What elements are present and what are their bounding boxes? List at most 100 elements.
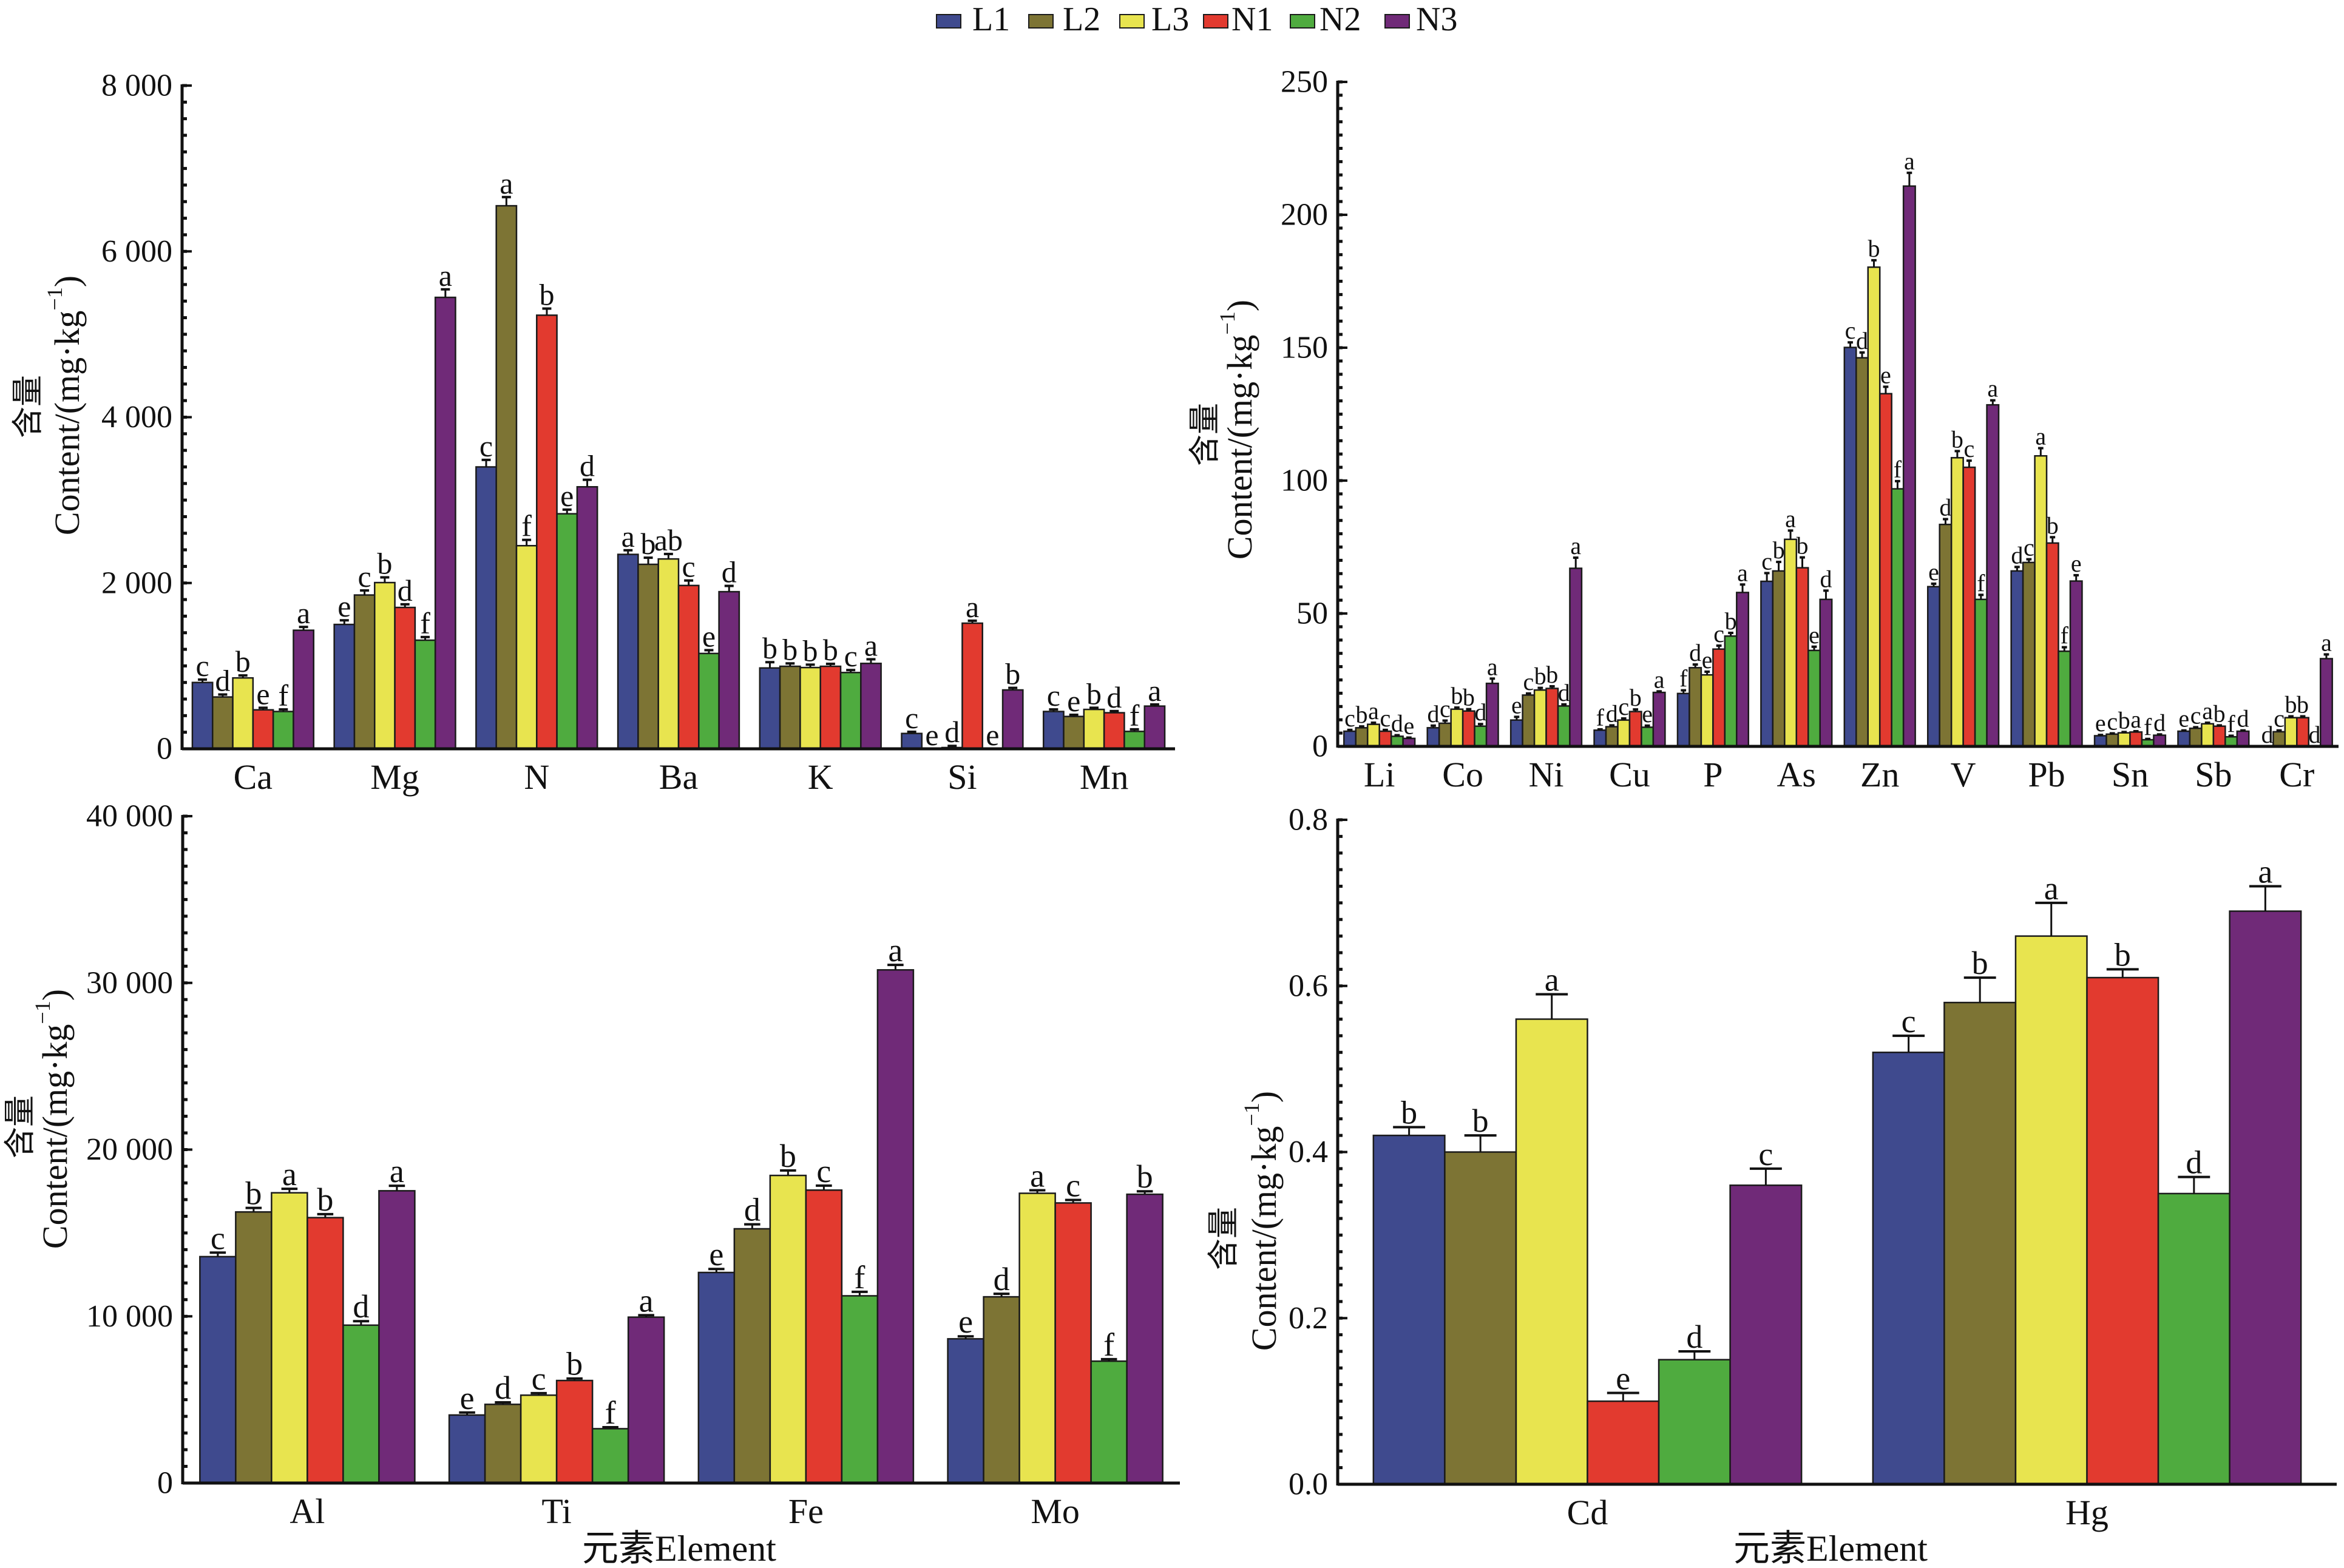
bar-Mg-L2 [353, 594, 376, 750]
y-tick-label: 0 [157, 732, 172, 766]
error-bar-N-N2 [562, 508, 572, 514]
significance-label-Ni-L2: c [1523, 668, 1534, 695]
error-bar-Cd-N1 [1607, 1391, 1639, 1402]
significance-label-Mo-L2: d [994, 1261, 1010, 1297]
error-bar-Zn-N3 [1906, 171, 1912, 186]
error-bar-P-N2 [1728, 631, 1733, 637]
bar-Cr-L3 [2284, 717, 2298, 748]
x-tick-label-Ba: Ba [659, 757, 698, 797]
legend-item-L1: L1 [936, 1, 1010, 38]
bar-Ti-L2 [484, 1404, 522, 1484]
bar-Al-N3 [378, 1190, 416, 1484]
significance-label-Ti-L1: e [460, 1380, 475, 1416]
significance-label-Zn-N2: f [1894, 456, 1902, 483]
significance-label-Li-N3: e [1403, 712, 1414, 740]
error-bar-V-N1 [1966, 459, 1972, 468]
significance-label-Mn-L3: b [1086, 677, 1102, 711]
error-bar-Ni-L3 [1537, 686, 1543, 691]
significance-label-Li-L3: a [1368, 697, 1379, 725]
error-bar-Al-L1 [209, 1251, 226, 1257]
significance-label-Al-N1: b [317, 1181, 333, 1218]
error-bar-V-N2 [1978, 593, 1984, 600]
legend-label-N2: N2 [1319, 1, 1361, 38]
x-tick-label-V: V [1951, 755, 1976, 794]
bar-Cd-N2 [1658, 1359, 1731, 1485]
significance-label-N-L3: f [521, 509, 532, 543]
significance-label-N-L1: c [479, 429, 493, 463]
error-bar-Fe-L3 [780, 1169, 796, 1176]
significance-label-Cd-N3: c [1758, 1136, 1773, 1172]
error-bar-Zn-N2 [1895, 479, 1900, 489]
error-bar-Cu-N1 [1633, 708, 1639, 712]
x-tick-label-Ni: Ni [1529, 755, 1564, 794]
significance-label-Mg-N3: a [439, 259, 452, 292]
bar-P-L2 [1689, 667, 1702, 748]
bar-Ba-N2 [698, 652, 720, 750]
significance-label-Hg-N3: a [2258, 854, 2272, 890]
error-bar-Cu-L1 [1597, 728, 1603, 731]
error-bar-Sn-N1 [2133, 730, 2139, 733]
bar-V-L1 [1926, 586, 1940, 748]
x-tick-label-Al: Al [290, 1492, 325, 1531]
error-bar-Sb-L2 [2193, 726, 2199, 729]
error-bar-Ni-N3 [1573, 556, 1579, 569]
error-bar-Li-N1 [1383, 728, 1388, 732]
error-bar-K-N3 [866, 658, 876, 664]
x-tick-label-Li: Li [1364, 755, 1395, 794]
legend-swatch-N2 [1290, 14, 1315, 29]
bar-Si-N3 [1001, 689, 1024, 750]
bar-N-L1 [475, 466, 497, 750]
y-axis-title: Content/(mg·kg−1) [1239, 1091, 1284, 1351]
significance-label-V-N1: c [1963, 435, 1974, 462]
y-tick-label: 0.4 [1289, 1135, 1328, 1169]
error-bar-Pb-N2 [2061, 646, 2067, 652]
significance-label-V-N2: f [1977, 569, 1985, 596]
bar-As-L2 [1772, 570, 1786, 748]
bar-Co-L2 [1438, 722, 1452, 748]
significance-label-Si-L1: c [905, 701, 918, 735]
significance-label-Si-N3: b [1005, 657, 1020, 691]
significance-label-Ca-L1: c [195, 649, 209, 683]
x-tick-label-Mo: Mo [1031, 1492, 1080, 1531]
significance-label-Mo-L1: e [958, 1303, 973, 1340]
significance-label-Cu-N2: e [1642, 700, 1653, 728]
error-bar-Hg-L1 [1892, 1034, 1925, 1053]
error-bar-V-N3 [1990, 399, 1996, 405]
significance-label-Ti-N1: b [566, 1346, 583, 1382]
error-bar-Cr-N3 [2323, 653, 2329, 659]
significance-label-Mn-N1: d [1106, 680, 1122, 714]
significance-label-Li-L2: b [1356, 701, 1368, 728]
bar-Sn-N1 [2129, 731, 2143, 748]
bar-Ni-N1 [1545, 688, 1559, 748]
bar-N-L3 [515, 545, 538, 750]
significance-label-K-L3: b [803, 634, 818, 667]
bar-Co-N2 [1474, 725, 1488, 748]
error-bar-Mg-L1 [339, 619, 349, 625]
y-tick-label: 150 [1281, 331, 1328, 365]
legend-swatch-L1 [936, 14, 961, 29]
significance-label-Cr-L1: d [2261, 721, 2274, 748]
bar-Mo-L3 [1018, 1192, 1056, 1484]
significance-label-Mg-L1: e [337, 589, 351, 623]
error-bar-P-L3 [1704, 670, 1710, 675]
significance-label-Ni-N2: d [1558, 679, 1570, 706]
significance-label-Al-L3: a [282, 1156, 297, 1192]
significance-label-P-L3: e [1702, 646, 1713, 674]
bar-Ca-L2 [211, 696, 234, 750]
error-bar-Hg-L3 [2035, 901, 2068, 936]
significance-label-Pb-L1: d [2011, 541, 2023, 569]
error-bar-N-N1 [542, 307, 552, 316]
bar-Sb-L3 [2201, 723, 2215, 748]
significance-label-Hg-L3: a [2044, 870, 2059, 907]
bar-Sn-N3 [2153, 734, 2167, 748]
error-bar-V-L3 [1954, 450, 1960, 458]
significance-label-Ti-N3: a [639, 1282, 654, 1319]
x-tick-label-Ca: Ca [234, 757, 273, 797]
bar-Cd-L2 [1444, 1151, 1517, 1485]
significance-label-Ni-L1: e [1511, 691, 1522, 718]
bar-Fe-N1 [805, 1189, 843, 1484]
error-bar-Ti-L2 [495, 1401, 511, 1405]
bar-K-N3 [860, 663, 882, 750]
error-bar-V-L1 [1931, 582, 1937, 587]
bar-Li-L3 [1366, 723, 1380, 748]
